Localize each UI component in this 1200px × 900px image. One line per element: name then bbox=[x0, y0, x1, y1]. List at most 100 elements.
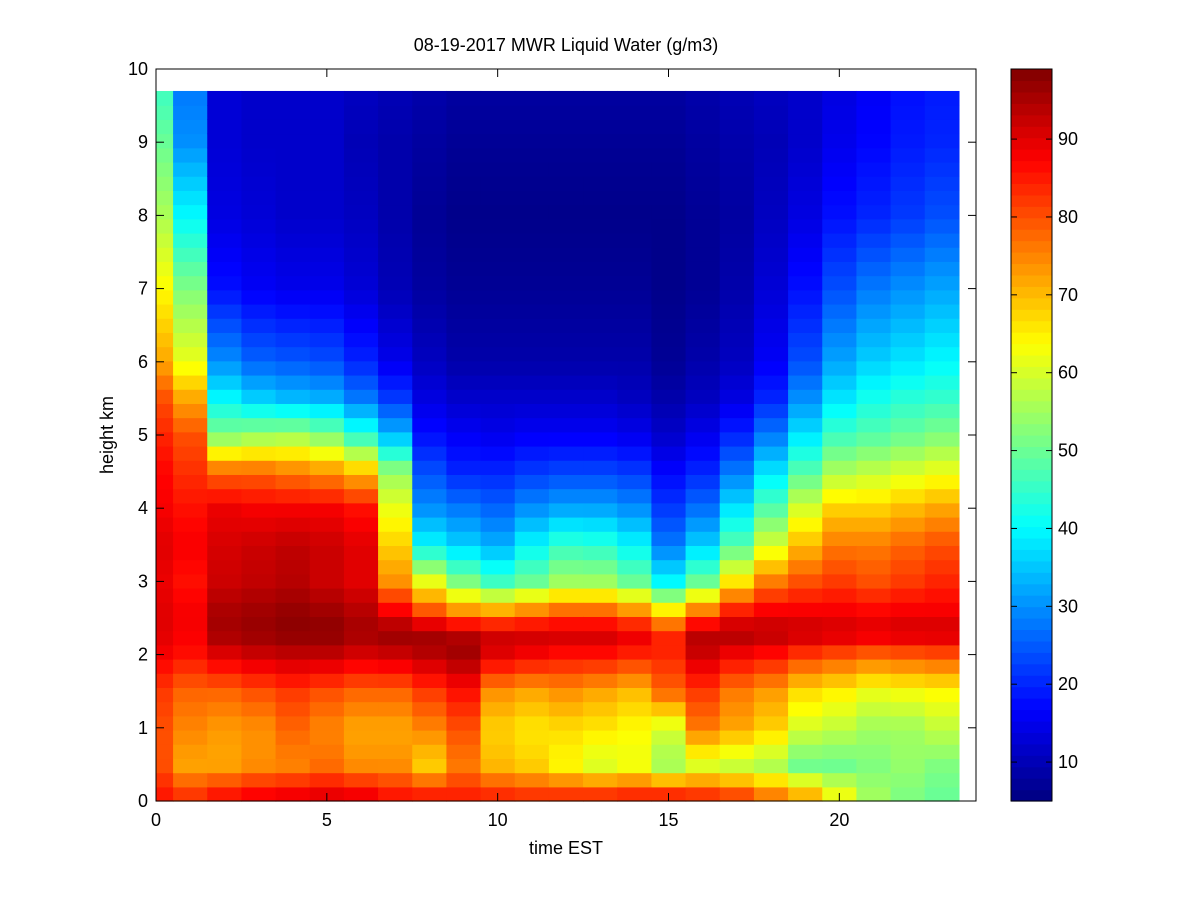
colorbar-segment bbox=[1011, 412, 1052, 425]
heatmap-cell bbox=[719, 502, 755, 518]
heatmap-cell bbox=[173, 176, 208, 191]
heatmap-cell bbox=[156, 247, 174, 262]
heatmap-cell bbox=[275, 275, 311, 291]
heatmap-cell bbox=[275, 616, 311, 632]
heatmap-cell bbox=[924, 247, 960, 262]
heatmap-cell bbox=[617, 758, 653, 774]
colorbar-segment bbox=[1011, 515, 1052, 528]
heatmap-cell bbox=[241, 417, 277, 433]
heatmap-cell bbox=[241, 374, 277, 390]
x-tick-label: 15 bbox=[658, 810, 678, 830]
heatmap-cell bbox=[514, 545, 550, 561]
heatmap-cell bbox=[890, 289, 926, 305]
heatmap-cell bbox=[822, 474, 858, 490]
heatmap-cell bbox=[788, 176, 823, 191]
heatmap-cell bbox=[156, 602, 174, 617]
heatmap-cell bbox=[788, 559, 823, 575]
heatmap-cell bbox=[788, 730, 823, 745]
heatmap-cell bbox=[583, 247, 618, 262]
heatmap-cell bbox=[822, 176, 858, 191]
heatmap-cell bbox=[412, 488, 448, 504]
heatmap-cell bbox=[924, 516, 960, 532]
heatmap-cell bbox=[275, 133, 311, 149]
colorbar-segment bbox=[1011, 274, 1052, 287]
colorbar-segment bbox=[1011, 194, 1052, 207]
heatmap-cell bbox=[685, 630, 721, 646]
heatmap-cell bbox=[309, 119, 345, 135]
heatmap-cell bbox=[173, 247, 208, 262]
heatmap-cell bbox=[309, 616, 345, 632]
heatmap-cell bbox=[343, 545, 379, 561]
heatmap-cell bbox=[343, 431, 379, 447]
heatmap-cell bbox=[309, 431, 345, 447]
heatmap-cell bbox=[924, 531, 960, 546]
heatmap-cell bbox=[446, 744, 482, 759]
heatmap-cell bbox=[924, 658, 960, 674]
heatmap-cell bbox=[924, 445, 960, 461]
y-tick-label: 0 bbox=[138, 791, 148, 811]
heatmap-cell bbox=[822, 204, 858, 220]
y-tick-label: 9 bbox=[138, 132, 148, 152]
heatmap-cell bbox=[924, 218, 960, 234]
heatmap-cell bbox=[343, 531, 379, 546]
heatmap-cell bbox=[207, 403, 243, 419]
heatmap-cell bbox=[156, 715, 174, 731]
colorbar-segment bbox=[1011, 286, 1052, 299]
heatmap-cell bbox=[548, 161, 584, 177]
heatmap-cell bbox=[412, 360, 448, 376]
heatmap-cell bbox=[412, 531, 448, 546]
heatmap-cell bbox=[343, 758, 379, 774]
heatmap-cell bbox=[309, 105, 345, 120]
heatmap-cell bbox=[446, 460, 482, 475]
heatmap-cell bbox=[617, 644, 653, 660]
heatmap-cell bbox=[412, 616, 448, 632]
heatmap-cell bbox=[343, 289, 379, 305]
heatmap-cell bbox=[548, 758, 584, 774]
heatmap-cell bbox=[753, 616, 789, 632]
heatmap-cell bbox=[173, 374, 208, 390]
colorbar-segment bbox=[1011, 457, 1052, 470]
heatmap-cell bbox=[583, 161, 618, 177]
colorbar-segment bbox=[1011, 354, 1052, 367]
heatmap-cell bbox=[412, 332, 448, 348]
heatmap-cell bbox=[719, 105, 755, 120]
heatmap-cell bbox=[241, 701, 277, 717]
heatmap-cell bbox=[514, 701, 550, 717]
heatmap-cell bbox=[548, 303, 584, 319]
heatmap-cell bbox=[583, 616, 618, 632]
heatmap-cell bbox=[856, 190, 892, 206]
heatmap-cell bbox=[514, 673, 550, 688]
heatmap-cell bbox=[651, 730, 687, 745]
colorbar-segment bbox=[1011, 389, 1052, 402]
heatmap-cell bbox=[241, 332, 277, 348]
heatmap-cell bbox=[856, 502, 892, 518]
heatmap-cell bbox=[275, 687, 311, 703]
heatmap-cell bbox=[583, 374, 618, 390]
heatmap-cell bbox=[548, 218, 584, 234]
heatmap-cell bbox=[514, 559, 550, 575]
heatmap-cell bbox=[617, 474, 653, 490]
y-tick-label: 3 bbox=[138, 571, 148, 591]
heatmap-cell bbox=[651, 502, 687, 518]
heatmap-cell bbox=[753, 715, 789, 731]
heatmap-cell bbox=[207, 772, 243, 788]
heatmap-cell bbox=[480, 730, 516, 745]
heatmap-cell bbox=[480, 587, 516, 603]
heatmap-cell bbox=[548, 332, 584, 348]
heatmap-cell bbox=[719, 247, 755, 262]
heatmap-cell bbox=[822, 218, 858, 234]
heatmap-cell bbox=[822, 531, 858, 546]
heatmap-cell bbox=[480, 573, 516, 589]
heatmap-cell bbox=[685, 573, 721, 589]
heatmap-cell bbox=[412, 744, 448, 759]
heatmap-cell bbox=[156, 119, 174, 135]
heatmap-cell bbox=[753, 730, 789, 745]
heatmap-cell bbox=[685, 247, 721, 262]
heatmap-cell bbox=[514, 147, 550, 163]
heatmap-cell bbox=[378, 218, 413, 234]
heatmap-cell bbox=[207, 119, 243, 135]
heatmap-cell bbox=[856, 218, 892, 234]
heatmap-cell bbox=[343, 90, 379, 106]
heatmap-cell bbox=[309, 602, 345, 617]
heatmap-cell bbox=[412, 90, 448, 106]
